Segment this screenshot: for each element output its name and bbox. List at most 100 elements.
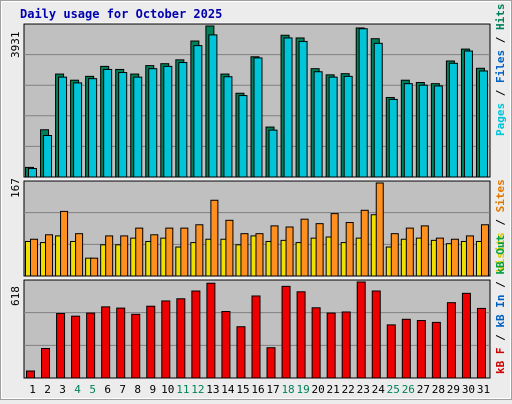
bar-pages-day-4 xyxy=(73,82,83,178)
bar-pages-day-11 xyxy=(178,62,188,178)
bar-sites-day-31 xyxy=(480,224,489,277)
panel-max-label-hits_files_pages: 3931 xyxy=(9,31,22,59)
day-label-3: 3 xyxy=(59,383,66,396)
day-label-27: 27 xyxy=(417,383,430,396)
day-label-9: 9 xyxy=(149,383,156,396)
day-label-29: 29 xyxy=(447,383,460,396)
bar-sites-day-19 xyxy=(300,218,309,277)
bar-sites-day-27 xyxy=(420,225,429,277)
day-label-28: 28 xyxy=(432,383,445,396)
day-label-14: 14 xyxy=(221,383,235,396)
bar-sites-day-6 xyxy=(105,235,114,277)
day-label-25: 25 xyxy=(387,383,400,396)
bar-kbytes-day-23 xyxy=(356,281,366,379)
bar-pages-day-7 xyxy=(118,72,128,178)
bar-pages-day-22 xyxy=(343,75,353,178)
bar-kbytes-day-27 xyxy=(416,320,426,379)
bar-kbytes-day-22 xyxy=(341,311,351,379)
bar-sites-day-12 xyxy=(195,224,204,277)
bar-kbytes-day-12 xyxy=(191,290,201,379)
bar-kbytes-day-18 xyxy=(281,285,291,379)
day-label-21: 21 xyxy=(327,383,340,396)
legend-item-hits: Hits xyxy=(494,3,507,31)
bar-pages-day-18 xyxy=(283,37,293,178)
bar-kbytes-day-7 xyxy=(116,307,126,379)
bar-kbytes-day-28 xyxy=(431,321,441,379)
bar-sites-day-22 xyxy=(345,222,354,277)
bar-kbytes-day-20 xyxy=(311,307,321,379)
bar-pages-day-30 xyxy=(463,50,473,178)
legend-separator: / xyxy=(494,212,507,233)
bar-sites-day-17 xyxy=(270,225,279,277)
bar-pages-day-6 xyxy=(103,68,113,178)
bar-pages-day-9 xyxy=(148,68,158,178)
bar-sites-day-11 xyxy=(180,227,189,277)
bar-pages-day-26 xyxy=(403,83,413,178)
bar-sites-day-24 xyxy=(375,182,384,277)
day-label-15: 15 xyxy=(236,383,249,396)
bar-kbytes-day-5 xyxy=(86,312,96,379)
bar-kbytes-day-29 xyxy=(446,302,456,379)
bar-kbytes-day-31 xyxy=(476,307,486,379)
day-label-11: 11 xyxy=(176,383,189,396)
bar-sites-day-29 xyxy=(450,238,459,277)
bar-kbytes-day-6 xyxy=(101,306,111,379)
bar-sites-day-23 xyxy=(360,209,369,277)
bar-kbytes-day-9 xyxy=(146,305,156,379)
bar-sites-day-20 xyxy=(315,223,324,277)
legend-item-pages: Pages xyxy=(494,102,507,136)
day-label-7: 7 xyxy=(119,383,126,396)
day-label-24: 24 xyxy=(372,383,386,396)
legend-separator: / xyxy=(494,30,507,50)
legend-item-kb-out: kB Out xyxy=(494,234,507,275)
bar-sites-day-26 xyxy=(405,227,414,277)
bar-pages-day-10 xyxy=(163,65,173,178)
day-label-23: 23 xyxy=(357,383,370,396)
bar-sites-day-14 xyxy=(225,219,234,277)
bar-pages-day-28 xyxy=(433,85,443,178)
bar-pages-day-15 xyxy=(238,95,248,178)
graph-title: Daily usage for October 2025 xyxy=(20,7,223,21)
bar-sites-day-7 xyxy=(120,235,129,277)
bar-kbytes-day-10 xyxy=(161,300,171,379)
legend-separator: / xyxy=(494,274,507,295)
bar-kbytes-day-16 xyxy=(251,295,261,379)
day-label-16: 16 xyxy=(251,383,264,396)
bar-pages-day-12 xyxy=(193,45,203,178)
bar-kbytes-day-14 xyxy=(221,311,231,379)
bar-sites-day-5 xyxy=(90,257,99,277)
legend-separator: / xyxy=(494,327,507,348)
bar-kbytes-day-25 xyxy=(386,324,396,379)
day-label-30: 30 xyxy=(462,383,475,396)
bar-kbytes-day-30 xyxy=(461,292,471,379)
bar-kbytes-day-3 xyxy=(56,313,66,379)
bar-kbytes-day-13 xyxy=(206,282,216,379)
day-label-18: 18 xyxy=(281,383,294,396)
day-label-8: 8 xyxy=(134,383,141,396)
bar-sites-day-10 xyxy=(165,227,174,277)
bar-kbytes-day-1 xyxy=(26,370,35,379)
bar-sites-day-2 xyxy=(45,234,54,277)
day-label-17: 17 xyxy=(266,383,279,396)
legend-item-kb-f: kB F xyxy=(494,347,507,375)
bar-pages-day-3 xyxy=(58,76,68,178)
bar-kbytes-day-15 xyxy=(236,326,246,379)
day-label-10: 10 xyxy=(161,383,174,396)
bar-kbytes-day-19 xyxy=(296,291,306,379)
bar-sites-day-16 xyxy=(255,233,264,277)
bar-sites-day-3 xyxy=(60,210,69,277)
bar-pages-day-13 xyxy=(208,34,218,178)
bar-sites-day-25 xyxy=(390,233,399,277)
panel-max-label-kbytes: 618 xyxy=(9,286,22,306)
bar-kbytes-day-2 xyxy=(41,347,51,379)
bar-sites-day-21 xyxy=(330,213,339,277)
bar-sites-day-15 xyxy=(240,233,249,277)
day-label-13: 13 xyxy=(206,383,219,396)
bar-pages-day-14 xyxy=(223,76,233,178)
bar-pages-day-1 xyxy=(28,168,37,178)
bar-sites-day-30 xyxy=(465,235,474,277)
legend-separator: / xyxy=(494,83,507,103)
